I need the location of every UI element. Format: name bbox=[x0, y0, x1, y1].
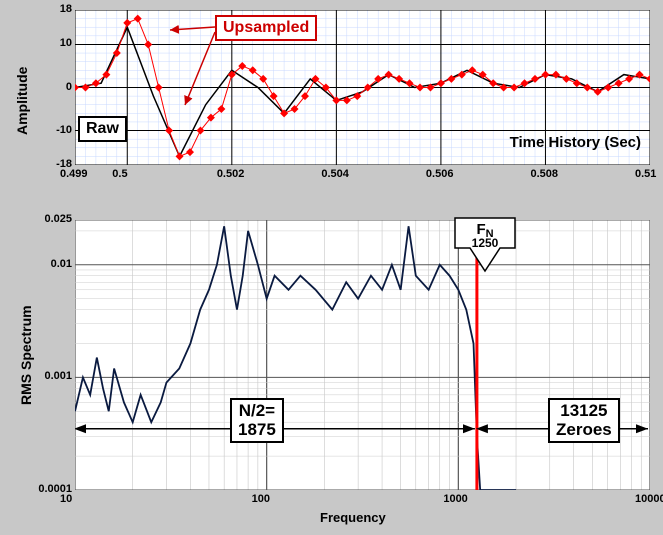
bot-ytick: 0.025 bbox=[30, 213, 72, 225]
bottom-xlabel: Frequency bbox=[320, 510, 386, 525]
bot-ytick: 0.0001 bbox=[30, 483, 72, 495]
n2-bot: 1875 bbox=[238, 420, 276, 439]
bot-ytick: 0.001 bbox=[30, 370, 72, 382]
top-ytick: -10 bbox=[42, 124, 72, 136]
n2-box: N/2= 1875 bbox=[230, 398, 284, 443]
fn-bot: 1250 bbox=[472, 236, 499, 250]
zeroes-box: 13125 Zeroes bbox=[548, 398, 620, 443]
top-xtick: 0.5 bbox=[112, 168, 127, 180]
top-xtick: 0.506 bbox=[426, 168, 454, 180]
bottom-ylabel: RMS Spectrum bbox=[18, 305, 34, 405]
top-xtick: 0.508 bbox=[530, 168, 558, 180]
bot-ytick: 0.01 bbox=[30, 258, 72, 270]
zeroes-bot: Zeroes bbox=[556, 420, 612, 439]
top-ylabel: Amplitude bbox=[14, 67, 30, 135]
fn-callout: FN 1250 bbox=[445, 216, 525, 276]
top-xtick: 0.51 bbox=[635, 168, 656, 180]
top-ytick: 18 bbox=[42, 3, 72, 15]
top-ytick: 0 bbox=[42, 81, 72, 93]
top-xlabel: Time History (Sec) bbox=[510, 134, 641, 151]
bot-xtick: 10000 bbox=[635, 493, 663, 505]
top-ytick: 10 bbox=[42, 37, 72, 49]
top-xtick: 0.504 bbox=[321, 168, 349, 180]
raw-label-box: Raw bbox=[78, 116, 127, 142]
bottom-chart bbox=[75, 220, 650, 490]
top-ytick: -18 bbox=[42, 158, 72, 170]
zeroes-top: 13125 bbox=[560, 401, 607, 420]
top-xtick: 0.502 bbox=[217, 168, 245, 180]
bot-xtick: 100 bbox=[252, 493, 270, 505]
n2-top: N/2= bbox=[239, 401, 275, 420]
bot-xtick: 1000 bbox=[443, 493, 467, 505]
upsampled-label-box: Upsampled bbox=[215, 15, 317, 41]
